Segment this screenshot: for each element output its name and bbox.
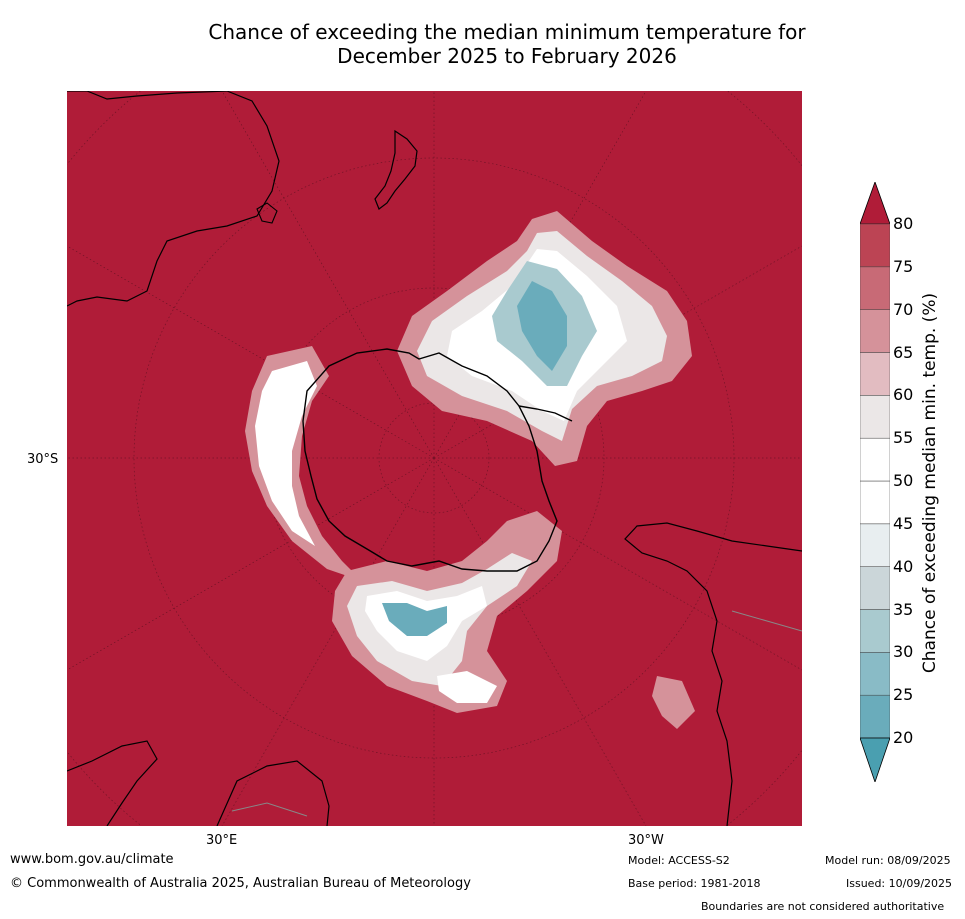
map-canvas — [67, 91, 802, 826]
colorbar-title-text: Chance of exceeding median min. temp. (%… — [920, 292, 940, 674]
chart-title: Chance of exceeding the median minimum t… — [0, 20, 965, 68]
colorbar-tick-label: 25 — [893, 685, 914, 705]
meridian-line — [221, 457, 435, 826]
colorbar-tick-label: 80 — [893, 214, 914, 233]
meridian-line — [67, 245, 435, 459]
meridian-line — [67, 457, 435, 671]
colorbar-band — [860, 609, 890, 653]
australia-coastline — [67, 91, 280, 307]
colorbar-band — [860, 480, 890, 525]
graticule-circle — [263, 287, 605, 629]
antarctica-coastline — [302, 348, 558, 572]
colorbar-band — [860, 523, 890, 567]
chart-title-line-1: Chance of exceeding the median minimum t… — [208, 20, 806, 44]
new-zealand-coastline — [374, 129, 418, 210]
colorbar-tick-label: 35 — [893, 599, 914, 619]
colorbar-band — [860, 566, 890, 610]
footer-model-run: Model run: 08/09/2025 — [825, 854, 951, 867]
chart-title-line-2: December 2025 to February 2026 — [337, 44, 677, 68]
footer-url: www.bom.gov.au/climate — [10, 852, 174, 867]
tasmania-coastline — [256, 202, 278, 224]
south-america-border — [731, 610, 802, 632]
colorbar-tick-label: 40 — [893, 556, 914, 576]
colorbar-extend-top — [860, 182, 890, 225]
colorbar-tick-label: 65 — [893, 342, 914, 362]
footer-base-period: Base period: 1981-2018 — [628, 877, 761, 890]
probability-region-atlantic — [332, 511, 695, 729]
colorbar-extend-bottom — [860, 737, 890, 782]
graticule-circle — [378, 402, 490, 514]
africa-border — [231, 802, 308, 817]
latitude-label: 30°S — [27, 452, 59, 467]
footer-issued: Issued: 10/09/2025 — [846, 877, 953, 890]
footer-copyright: © Commonwealth of Australia 2025, Austra… — [10, 876, 471, 891]
map-panel — [67, 91, 802, 826]
colorbar-tick-label: 45 — [893, 513, 914, 533]
colorbar-tick-label: 50 — [893, 471, 914, 490]
longitude-label-east: 30°E — [206, 833, 238, 848]
meridian-line — [433, 457, 802, 671]
colorbar-band — [860, 223, 890, 268]
antarctic-peninsula-coastline — [518, 405, 573, 422]
colorbar-tick-label: 20 — [893, 728, 914, 747]
colorbar-tick-label: 30 — [893, 642, 914, 662]
footer-model: Model: ACCESS-S2 — [628, 854, 730, 867]
longitude-label-west: 30°W — [628, 833, 664, 848]
probability-region-pacific — [397, 211, 692, 466]
colorbar-band — [860, 694, 890, 739]
colorbar-tick-label: 55 — [893, 428, 914, 448]
colorbar-band — [860, 352, 890, 396]
africa-coastline — [216, 760, 330, 826]
colorbar-band — [860, 437, 890, 482]
meridian-line — [433, 91, 647, 459]
colorbar-band — [860, 266, 890, 310]
colorbar-tick-label: 70 — [893, 299, 914, 319]
colorbar-tick-label: 75 — [893, 256, 914, 276]
meridian-line — [221, 91, 435, 459]
madagascar-coastline — [67, 740, 158, 826]
meridian-line — [433, 457, 647, 826]
south-america-coastline — [624, 522, 802, 826]
colorbar-band — [860, 309, 890, 353]
colorbar-band — [860, 395, 890, 439]
colorbar-band — [860, 652, 890, 696]
colorbar-tick-label: 60 — [893, 385, 914, 405]
footer-disclaimer: Boundaries are not considered authoritat… — [701, 900, 945, 913]
colorbar — [860, 182, 890, 782]
probability-region-indian — [245, 346, 362, 581]
